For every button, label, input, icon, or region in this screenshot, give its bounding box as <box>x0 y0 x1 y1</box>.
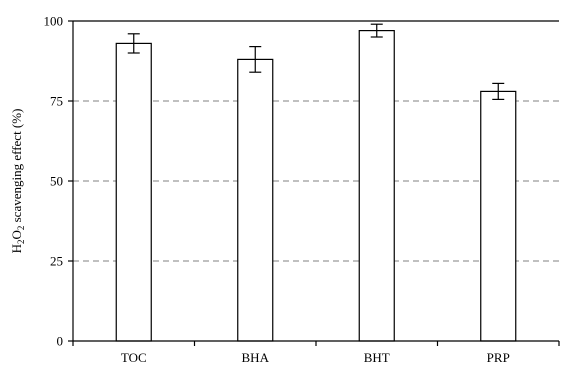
x-tick-label: BHA <box>242 350 270 365</box>
y-tick-label: 0 <box>57 334 64 349</box>
error-bars <box>127 23 505 101</box>
axes <box>68 20 560 346</box>
y-axis-label: H2O2 scavenging effect (%) <box>9 109 26 254</box>
x-tick-labels: TOC BHA BHT PRP <box>121 350 510 365</box>
grid-lines <box>73 100 559 262</box>
x-tick-label: BHT <box>364 350 390 365</box>
y-tick-labels: 0 25 50 75 100 <box>44 14 64 349</box>
x-tick-label: TOC <box>121 350 147 365</box>
bar-toc <box>115 42 152 342</box>
y-tick-label: 25 <box>50 254 63 269</box>
x-tick-label: PRP <box>487 350 510 365</box>
bars <box>115 30 517 342</box>
y-tick-label: 50 <box>50 174 63 189</box>
y-tick-label: 100 <box>44 14 64 29</box>
y-tick-label: 75 <box>50 94 63 109</box>
error-bar-toc <box>127 33 140 54</box>
bar-bha <box>237 58 274 342</box>
error-bar-prp <box>492 82 505 101</box>
error-bar-bha <box>249 45 262 73</box>
bar-bht <box>358 30 395 342</box>
error-bar-bht <box>370 23 383 38</box>
bar-prp <box>480 90 517 342</box>
